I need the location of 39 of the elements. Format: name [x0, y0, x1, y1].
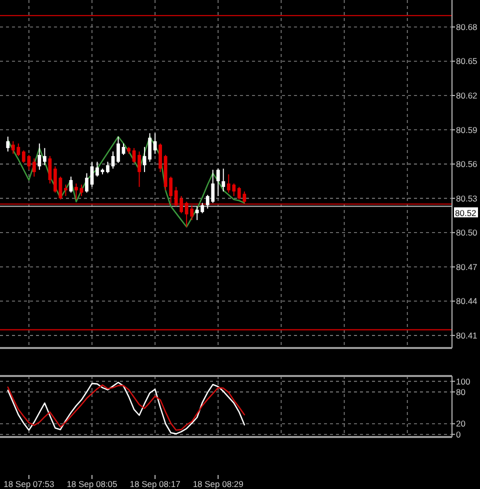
candlestick: [48, 156, 52, 184]
y-tick-label: 80: [456, 386, 466, 397]
y-tick-label: 80.50: [456, 228, 478, 238]
y-tick-label: 80.44: [456, 296, 478, 306]
candlestick: [38, 142, 42, 170]
candlestick: [148, 132, 152, 162]
candlestick: [222, 168, 226, 192]
candlestick: [64, 184, 68, 197]
candlestick: [138, 150, 141, 188]
candlestick: [111, 150, 115, 170]
candlestick: [122, 142, 126, 156]
candlestick: [74, 182, 78, 200]
x-tick-label: 18 Sep 08:05: [66, 479, 118, 489]
y-tick-label: 80.53: [456, 193, 478, 204]
y-tick-label: 0: [456, 429, 461, 440]
x-tick-label: 18 Sep 08:29: [192, 479, 244, 489]
y-tick-label: 80.68: [456, 22, 478, 32]
candlestick: [96, 161, 99, 178]
candlestick: [42, 148, 46, 166]
y-tick-label: 80.41: [456, 330, 478, 340]
x-tick-label: 18 Sep 07:53: [4, 479, 54, 489]
y-tick-label: 100: [456, 376, 470, 386]
y-tick-label: 80.47: [456, 262, 478, 272]
y-tick-label: 80.56: [456, 159, 478, 170]
candlestick: [106, 161, 110, 174]
y-tick-label: 20: [456, 418, 466, 429]
y-tick-label: 80.59: [456, 124, 478, 135]
candlestick: [85, 172, 88, 194]
candlestick: [216, 168, 220, 197]
candlestick: [116, 136, 120, 164]
ref-line-label: 80.52: [455, 208, 477, 218]
x-tick-label: 18 Sep 08:17: [130, 479, 181, 489]
y-tick-label: 80.65: [456, 56, 478, 66]
candlestick: [6, 136, 10, 152]
candlestick: [158, 142, 162, 173]
line-series: [7, 136, 246, 228]
y-tick-label: 80.62: [456, 90, 478, 101]
candlestick: [153, 132, 157, 154]
candlestick: [32, 158, 36, 178]
